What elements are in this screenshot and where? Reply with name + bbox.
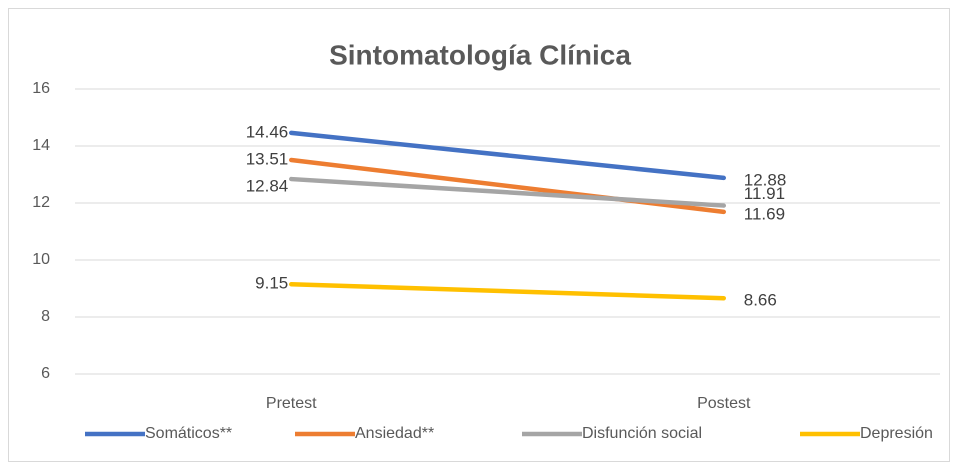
series-line [289, 281, 726, 301]
x-tick-label: Pretest [266, 395, 317, 412]
y-tick-label: 12 [32, 194, 50, 211]
data-label: 11.91 [744, 184, 785, 203]
chart-border [8, 8, 950, 462]
series-line [289, 176, 726, 208]
y-tick-label: 14 [32, 137, 50, 154]
legend-label: Somáticos** [145, 425, 232, 442]
legend-label: Disfunción social [582, 425, 702, 442]
series-line [289, 130, 726, 181]
data-label: 13.51 [246, 149, 289, 168]
legend-label: Depresión [860, 425, 933, 442]
legend-label: Ansiedad** [355, 425, 434, 442]
y-tick-label: 16 [32, 80, 50, 97]
y-tick-label: 10 [32, 251, 50, 268]
y-tick-label: 8 [41, 308, 50, 325]
chart-title: Sintomatología Clínica [329, 39, 631, 70]
data-label: 8.66 [744, 291, 777, 310]
data-label: 12.88 [744, 170, 787, 189]
data-label: 9.15 [255, 274, 288, 293]
x-tick-label: Postest [697, 395, 751, 412]
y-tick-label: 6 [41, 365, 50, 382]
data-label: 12.84 [246, 177, 289, 196]
data-label: 11.69 [744, 204, 785, 223]
data-label: 14.46 [246, 122, 289, 141]
